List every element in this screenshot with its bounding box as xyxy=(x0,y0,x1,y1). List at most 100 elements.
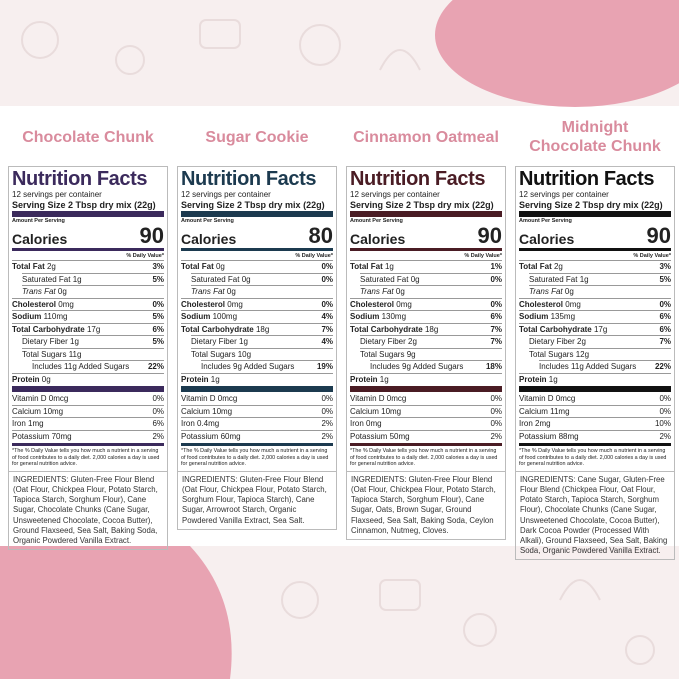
nutrient-amount: 18g xyxy=(424,324,439,334)
serving-size: Serving Size 2 Tbsp dry mix (22g) xyxy=(350,200,502,210)
vitamin-dv: 0% xyxy=(659,394,671,403)
nutrient-row: Sodium 100mg 4% xyxy=(181,310,333,323)
footnote: *The % Daily Value tells you how much a … xyxy=(350,448,498,468)
divider-bar xyxy=(181,386,333,392)
nutrient-name: Saturated Fat xyxy=(191,274,240,284)
dv-header: % Daily Value* xyxy=(126,253,164,259)
nutrient-name: Total Carbohydrate xyxy=(519,324,592,334)
nutrient-amount: 12g xyxy=(575,349,590,359)
nutrient-amount: 2g xyxy=(553,262,563,271)
nutrient-dv: 3% xyxy=(659,262,671,271)
nutrient-amount: 18g xyxy=(255,324,270,334)
nutrient-dv: 0% xyxy=(490,299,502,309)
dv-header: % Daily Value* xyxy=(295,253,333,259)
nutrient-amount: 1g xyxy=(379,374,389,384)
nutrition-label: Nutrition Facts 12 servings per container… xyxy=(8,166,168,472)
divider-bar xyxy=(350,443,502,446)
serving-size: Serving Size 2 Tbsp dry mix (22g) xyxy=(519,200,671,210)
serving-size-label: Serving Size xyxy=(350,200,404,210)
vitamin-dv: 2% xyxy=(152,431,164,441)
divider-bar xyxy=(181,443,333,446)
vitamin-dv: 0% xyxy=(321,394,333,403)
nutrient-dv: 6% xyxy=(659,324,671,334)
nutrition-label: Nutrition Facts 12 servings per container… xyxy=(177,166,337,472)
nutrient-name-group: Dietary Fiber 1g xyxy=(22,336,79,348)
product-panel: Midnight Chocolate Chunk Nutrition Facts 1… xyxy=(515,108,675,561)
nutrient-name-group: Total Fat 2g xyxy=(519,261,563,273)
nutrient-name: Trans Fat xyxy=(529,287,563,296)
nutrient-name: Dietary Fiber xyxy=(22,337,68,346)
ingredients: INGREDIENTS: Gluten-Free Flour Blend (Oa… xyxy=(346,471,506,540)
divider-bar xyxy=(12,443,164,446)
calories-label: Calories xyxy=(181,231,237,247)
nutrient-name: Trans Fat xyxy=(191,287,225,296)
nutrient-name: Total Fat xyxy=(12,262,45,271)
nutrient-row: Trans Fat 0g xyxy=(191,285,333,298)
divider-bar xyxy=(12,211,164,217)
calories-row: Calories 90 xyxy=(350,225,502,248)
nutrient-name-group: Total Sugars 10g xyxy=(191,349,251,361)
amount-per-serving: Amount Per Serving xyxy=(350,218,403,224)
nutrient-dv: 0% xyxy=(321,299,333,309)
nutrient-name: Trans Fat xyxy=(360,287,394,296)
divider-bar xyxy=(350,211,502,217)
nutrient-amount: 130mg xyxy=(381,312,407,321)
vitamin-name: Calcium 10mg xyxy=(181,406,233,416)
nutrient-dv: 22% xyxy=(147,362,164,371)
nutrient-dv: 7% xyxy=(490,337,502,346)
nutrient-name: Cholesterol xyxy=(12,299,57,309)
serving-size-label: Serving Size xyxy=(181,200,235,210)
nutrient-amount: 0g xyxy=(410,274,420,284)
nutrient-name: Sodium xyxy=(519,312,549,321)
nutrient-amount: 0g xyxy=(226,287,236,296)
nutrient-row: Dietary Fiber 1g 4% xyxy=(191,335,333,348)
nutrient-dv: 0% xyxy=(659,299,671,309)
nutrient-amount: 1g xyxy=(384,262,394,271)
nutrient-dv: 7% xyxy=(659,337,671,346)
nutrient-row: Total Carbohydrate 17g 6% xyxy=(12,322,164,336)
nutrient-dv: 5% xyxy=(152,312,164,321)
calories-label: Calories xyxy=(519,231,575,247)
nutrient-name: Total Fat xyxy=(181,262,214,271)
nutrient-amount: 0mg xyxy=(396,299,412,309)
nutrient-row: Total Carbohydrate 18g 7% xyxy=(350,322,502,336)
calories-label: Calories xyxy=(12,231,68,247)
nutrient-name-group: Dietary Fiber 2g xyxy=(529,336,586,348)
panels: Chocolate Chunk Nutrition Facts 12 serving… xyxy=(8,108,678,561)
nutrient-name: Total Carbohydrate xyxy=(12,324,85,334)
divider-bar xyxy=(519,211,671,217)
nutrient-row: Saturated Fat 1g 5% xyxy=(529,272,671,286)
nutrient-name: Trans Fat xyxy=(22,287,56,296)
nutrient-name: Saturated Fat xyxy=(360,274,409,284)
vitamin-dv: 0% xyxy=(152,394,164,403)
nutrient-dv: 7% xyxy=(321,324,333,334)
pink-blob xyxy=(0,546,232,679)
nutrient-name: Total Fat xyxy=(350,262,383,271)
nutrient-row: Sodium 135mg 6% xyxy=(519,310,671,323)
nutrient-name-group: Total Carbohydrate 17g xyxy=(12,324,100,336)
nutrient-row: Saturated Fat 1g 5% xyxy=(22,272,164,286)
nutrient-row: Total Sugars 9g xyxy=(360,347,502,361)
nutrient-row: Sodium 130mg 6% xyxy=(350,310,502,323)
nutrient-name-group: Total Sugars 9g xyxy=(360,349,416,361)
nutrient-name-group: Total Fat 2g xyxy=(12,261,56,273)
divider-bar xyxy=(12,248,164,251)
serving-size: Serving Size 2 Tbsp dry mix (22g) xyxy=(181,200,333,210)
serving-size-label: Serving Size xyxy=(519,200,573,210)
nutrient-name-group: Trans Fat 0g xyxy=(22,286,67,298)
nutrient-amount: 0g xyxy=(241,274,251,284)
nutrient-dv: 22% xyxy=(654,362,671,371)
nutrient-amount: 135mg xyxy=(550,312,576,321)
nutrient-dv: 5% xyxy=(152,274,164,284)
amount-per-serving: Amount Per Serving xyxy=(181,218,234,224)
nutrient-name-group: Includes 9g Added Sugars xyxy=(201,361,294,373)
nutrient-row: Dietary Fiber 1g 5% xyxy=(22,335,164,348)
vitamin-name: Calcium 10mg xyxy=(350,406,402,416)
nutrient-row: Protein 1g xyxy=(181,372,333,386)
footnote: *The % Daily Value tells you how much a … xyxy=(12,448,160,468)
serving-size-value: 2 Tbsp dry mix (22g) xyxy=(575,200,663,210)
doodles xyxy=(21,19,655,665)
nutrient-name: Dietary Fiber xyxy=(529,337,575,346)
